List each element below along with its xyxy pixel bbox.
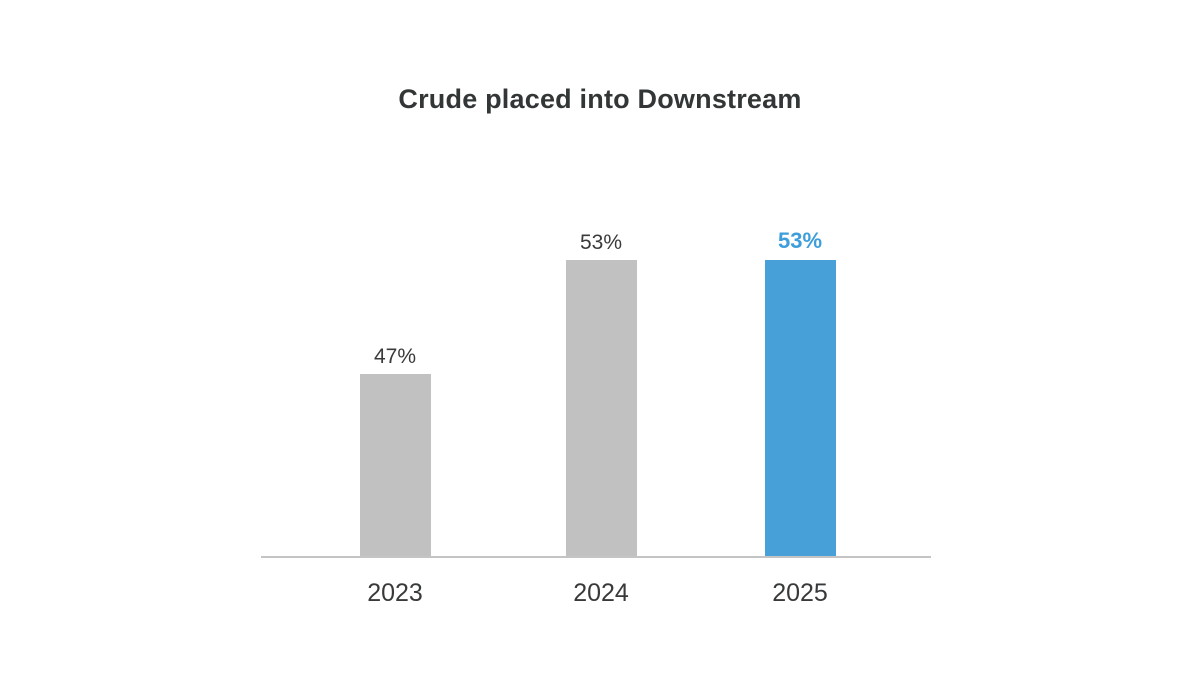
x-tick-2025: 2025: [772, 579, 828, 607]
x-tick-2024: 2024: [573, 579, 629, 607]
bar-2025: [764, 260, 836, 556]
bar-2023: [359, 374, 431, 556]
x-axis-line: [261, 556, 931, 558]
bar-2024: [565, 260, 637, 556]
value-label-2025: 53%: [777, 228, 823, 253]
chart-title: Crude placed into Downstream: [398, 84, 802, 114]
value-label-2024: 53%: [579, 231, 623, 254]
x-tick-2023: 2023: [367, 579, 423, 607]
value-label-2023: 47%: [373, 345, 417, 368]
